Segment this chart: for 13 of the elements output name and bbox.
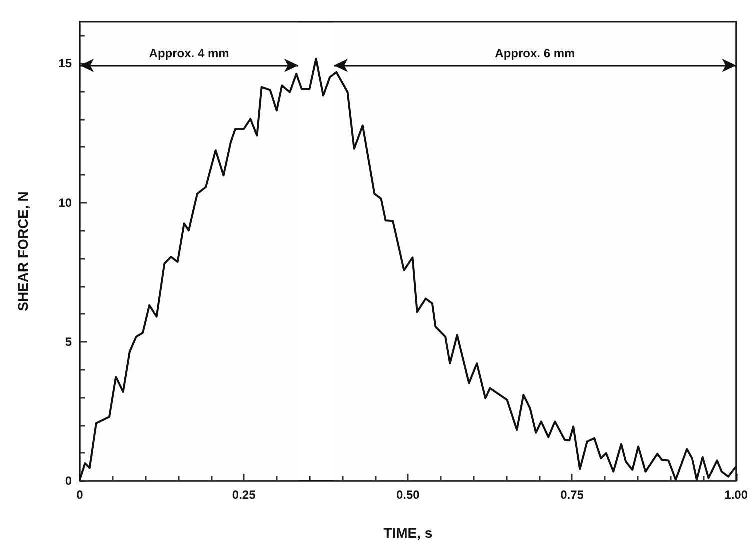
y-tick-label: 5 xyxy=(65,334,72,349)
band-label: Approx. 6 mm xyxy=(495,46,576,61)
y-axis-title: SHEAR FORCE, N xyxy=(15,192,31,312)
x-tick-label: 0.50 xyxy=(396,488,420,502)
x-tick-label: 0 xyxy=(76,488,84,502)
y-tick-label: 0 xyxy=(65,474,72,488)
x-tick-label: 0.75 xyxy=(560,488,584,502)
y-tick-label: 10 xyxy=(58,196,72,210)
x-axis-title: TIME, s xyxy=(384,525,433,541)
band-label: Approx. 4 mm xyxy=(149,46,230,61)
x-tick-label: 1.00 xyxy=(724,488,748,502)
x-tick-label: 0.25 xyxy=(232,488,256,502)
y-tick-label: 15 xyxy=(58,56,72,71)
